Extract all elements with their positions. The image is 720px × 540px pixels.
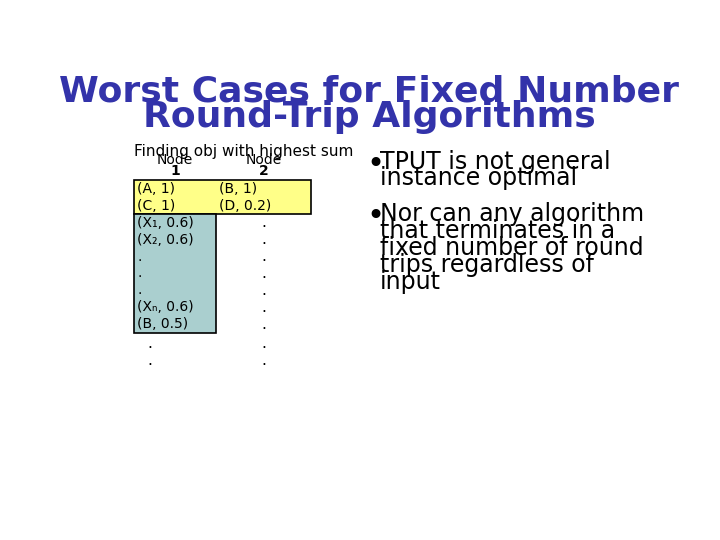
Text: Nor can any algorithm: Nor can any algorithm [380, 202, 644, 226]
Text: .: . [261, 353, 266, 368]
Text: •: • [366, 202, 384, 231]
Text: (B, 0.5): (B, 0.5) [138, 318, 189, 332]
Text: .: . [147, 353, 152, 368]
Text: fixed number of round: fixed number of round [380, 236, 644, 260]
FancyBboxPatch shape [134, 214, 216, 333]
Text: .: . [261, 215, 266, 230]
Text: Node: Node [246, 153, 282, 167]
FancyBboxPatch shape [134, 180, 311, 214]
Text: Finding obj with highest sum: Finding obj with highest sum [134, 144, 354, 159]
Text: .: . [261, 336, 266, 351]
Text: (D, 0.2): (D, 0.2) [220, 199, 271, 213]
Text: .: . [261, 266, 266, 281]
Text: .: . [261, 317, 266, 332]
Text: .: . [138, 284, 142, 298]
Text: Node: Node [157, 153, 194, 167]
Text: instance optimal: instance optimal [380, 166, 577, 191]
Text: that terminates in a: that terminates in a [380, 219, 615, 243]
Text: Worst Cases for Fixed Number: Worst Cases for Fixed Number [59, 75, 679, 109]
Text: (X₁, 0.6): (X₁, 0.6) [138, 215, 194, 230]
Text: .: . [261, 283, 266, 298]
Text: (C, 1): (C, 1) [138, 199, 176, 213]
Text: .: . [147, 336, 152, 351]
Text: Round-Trip Algorithms: Round-Trip Algorithms [143, 100, 595, 134]
Text: (X₂, 0.6): (X₂, 0.6) [138, 233, 194, 247]
Text: (B, 1): (B, 1) [220, 182, 258, 196]
Text: trips regardless of: trips regardless of [380, 253, 594, 276]
Text: •: • [366, 150, 384, 179]
Text: 2: 2 [258, 164, 269, 178]
Text: input: input [380, 269, 441, 294]
Text: .: . [138, 266, 142, 280]
Text: TPUT is not general: TPUT is not general [380, 150, 611, 173]
Text: .: . [261, 232, 266, 247]
Text: (A, 1): (A, 1) [138, 182, 175, 196]
Text: 1: 1 [171, 164, 180, 178]
Text: (Xₙ, 0.6): (Xₙ, 0.6) [138, 300, 194, 314]
Text: .: . [138, 249, 142, 264]
Text: .: . [261, 249, 266, 264]
Text: .: . [261, 300, 266, 315]
